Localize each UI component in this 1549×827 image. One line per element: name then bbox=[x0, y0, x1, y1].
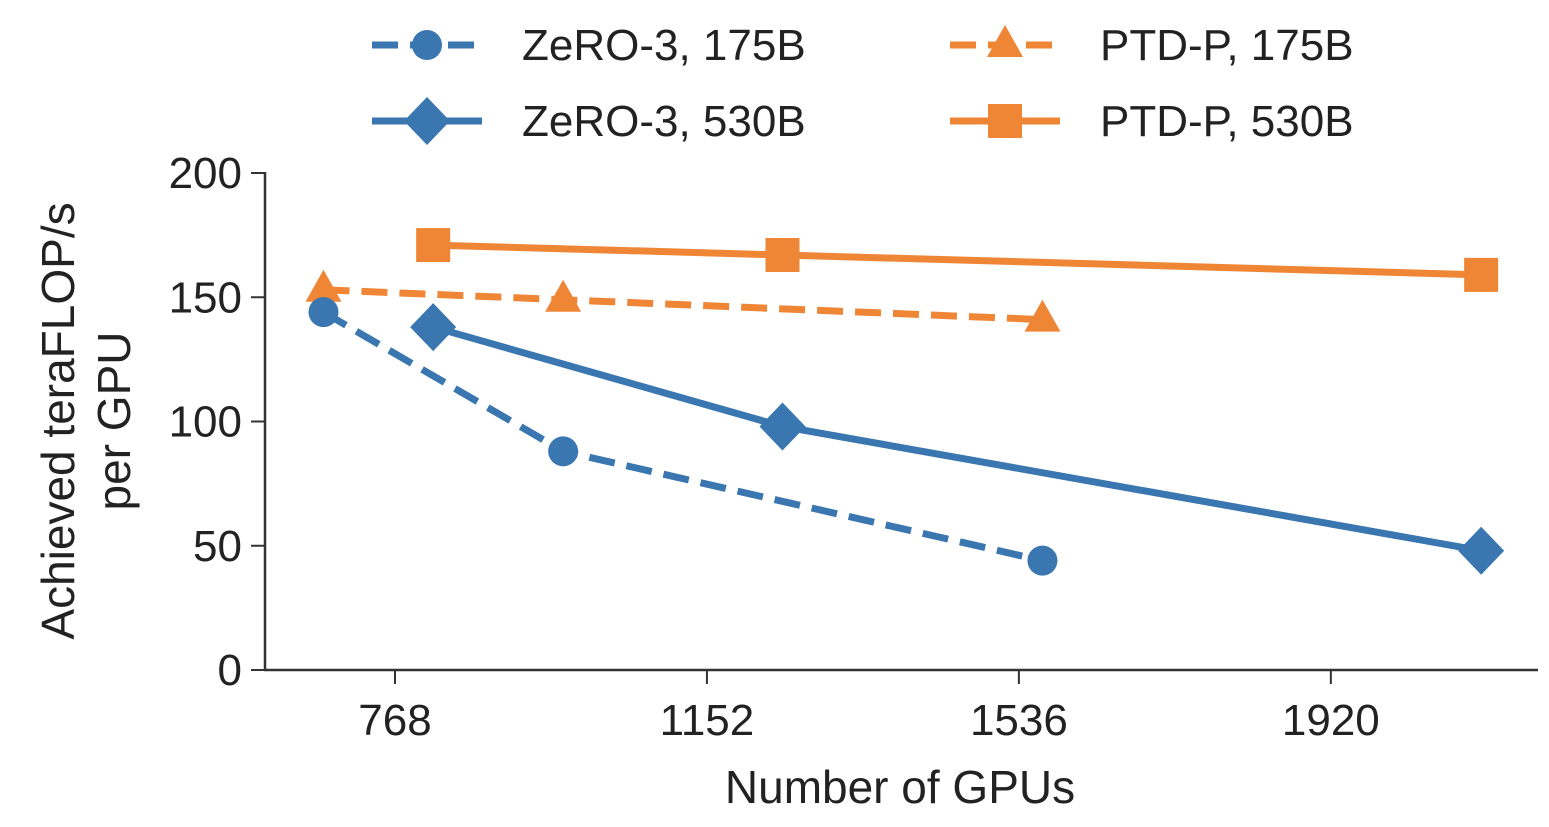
data-point-square bbox=[765, 238, 800, 273]
data-point-square bbox=[1464, 257, 1499, 292]
data-point-triangle bbox=[305, 269, 342, 302]
series-line bbox=[433, 241, 1482, 279]
x-tick-label: 768 bbox=[358, 696, 431, 745]
series-line bbox=[432, 323, 1482, 555]
y-tick-label: 100 bbox=[169, 398, 242, 447]
legend-marker-diamond bbox=[404, 97, 450, 145]
series-ptd-p-530b bbox=[416, 228, 1499, 292]
y-axis-label-line-2: per GPU bbox=[88, 332, 140, 511]
ticks: 768 1152 1536 1920 0 50 100 150 200 bbox=[169, 149, 1380, 745]
legend-label: PTD-P, 175B bbox=[1100, 21, 1354, 70]
legend-label: PTD-P, 530B bbox=[1100, 97, 1354, 146]
legend: ZeRO-3, 175B ZeRO-3, 530B PTD-P, 175B PTD-P… bbox=[372, 21, 1354, 146]
y-tick-label: 150 bbox=[169, 273, 242, 322]
legend-marker-circle bbox=[412, 30, 442, 60]
data-point-diamond bbox=[1458, 526, 1505, 575]
x-tick-label: 1152 bbox=[660, 696, 755, 745]
data-point-diamond bbox=[410, 303, 457, 352]
legend-item: PTD-P, 530B bbox=[950, 97, 1354, 146]
data-point-circle bbox=[548, 436, 579, 467]
legend-label: ZeRO-3, 175B bbox=[522, 21, 806, 70]
data-point-diamond bbox=[759, 402, 806, 451]
series-line bbox=[321, 309, 1044, 565]
y-tick-label: 200 bbox=[169, 149, 242, 198]
data-point-triangle bbox=[545, 279, 582, 312]
data-point-square bbox=[416, 228, 451, 263]
legend-item: PTD-P, 175B bbox=[950, 21, 1354, 70]
legend-marker-triangle bbox=[987, 25, 1023, 57]
series-zero-3-530b bbox=[410, 303, 1505, 575]
y-tick-label: 50 bbox=[193, 522, 242, 571]
x-tick-label: 1536 bbox=[970, 696, 1068, 745]
data-point-circle bbox=[1027, 545, 1058, 576]
x-tick-label: 1920 bbox=[1282, 696, 1380, 745]
x-axis-label: Number of GPUs bbox=[725, 761, 1075, 813]
data-point-triangle bbox=[1024, 299, 1061, 332]
y-tick-label: 0 bbox=[218, 646, 242, 695]
series-zero-3-175b bbox=[308, 297, 1058, 576]
data-point-circle bbox=[308, 297, 339, 328]
series-layer bbox=[305, 228, 1505, 576]
y-axis-label-line-1: Achieved teraFLOP/s bbox=[32, 202, 84, 639]
y-axis-label: Achieved teraFLOP/s per GPU bbox=[32, 202, 140, 639]
series-ptd-p-175b bbox=[305, 269, 1061, 332]
legend-item: ZeRO-3, 530B bbox=[372, 97, 806, 146]
legend-item: ZeRO-3, 175B bbox=[372, 21, 806, 70]
legend-marker-square bbox=[988, 104, 1022, 138]
legend-label: ZeRO-3, 530B bbox=[522, 97, 806, 146]
